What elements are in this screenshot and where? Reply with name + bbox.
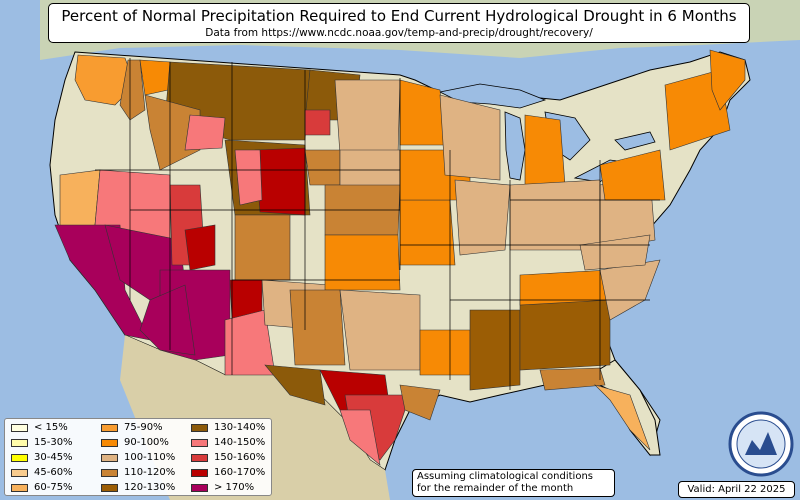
region-wyoming-ne (304, 109, 331, 136)
region-nebraska-w (304, 149, 341, 186)
legend-item: 60-75% (11, 482, 73, 493)
title-box: Percent of Normal Precipitation Required… (48, 3, 750, 43)
legend-swatch (191, 468, 208, 477)
region-minnesota (399, 79, 446, 146)
legend-item: 110-120% (101, 467, 175, 478)
region-wisconsin (439, 94, 501, 181)
legend-item: 75-90% (101, 422, 163, 433)
legend-item: 45-60% (11, 467, 73, 478)
legend-swatch (101, 453, 118, 462)
region-dakotas-e (334, 79, 401, 156)
legend-item: > 170% (191, 482, 254, 493)
legend-item: 140-150% (191, 437, 265, 448)
region-tx-pink (339, 409, 381, 466)
legend-item: 120-130% (101, 482, 175, 493)
legend-label: 90-100% (124, 437, 169, 448)
region-tx-gulf (399, 384, 441, 421)
region-utah (234, 149, 263, 206)
legend-label: < 15% (34, 422, 68, 433)
legend-label: 150-160% (214, 452, 266, 463)
state-lines (95, 58, 660, 390)
region-new-england (709, 49, 746, 111)
region-idaho-red (184, 114, 226, 151)
legend-label: 60-75% (34, 482, 73, 493)
legend-item: 130-140% (191, 422, 265, 433)
region-colorado-s (234, 214, 291, 281)
region-tx-brown (264, 364, 326, 406)
drought-regions (54, 49, 746, 466)
region-idaho-s (144, 94, 201, 171)
lab-logo (728, 411, 794, 477)
legend-label: 100-110% (124, 452, 176, 463)
region-utah-dark (184, 224, 216, 271)
legend-label: 45-60% (34, 467, 73, 478)
legend-swatch (11, 468, 28, 477)
legend-label: 30-45% (34, 452, 73, 463)
legend-swatch (11, 483, 28, 492)
legend-item: < 15% (11, 422, 68, 433)
region-pennsylvania (599, 149, 666, 201)
region-colorado (254, 147, 306, 216)
legend-swatch (191, 483, 208, 492)
region-ky-wv (579, 234, 651, 271)
assumption-note-line-1: Assuming climatological conditions (417, 471, 593, 482)
map-title: Percent of Normal Precipitation Required… (61, 7, 737, 25)
legend-label: 140-150% (214, 437, 266, 448)
region-tx-central (289, 289, 346, 366)
region-missouri (399, 199, 456, 266)
legend-swatch (11, 453, 28, 462)
legend-item: 160-170% (191, 467, 265, 478)
lake-michigan (504, 111, 526, 181)
legend-label: 15-30% (34, 437, 73, 448)
legend-label: > 170% (214, 482, 255, 493)
lake-ontario (614, 131, 656, 151)
legend-label: 120-130% (124, 482, 176, 493)
legend-swatch (11, 438, 28, 447)
region-florida (593, 384, 651, 451)
region-idaho-n (119, 59, 146, 121)
legend-swatch (101, 438, 118, 447)
region-florida-pan (539, 367, 606, 391)
legend-label: 130-140% (214, 422, 266, 433)
valid-date: Valid: April 22 2025 (678, 481, 795, 498)
region-pacific-nw (74, 54, 136, 106)
legend-item: 150-160% (191, 452, 265, 463)
region-arizona-s (139, 284, 196, 356)
legend: < 15% 15-30% 30-45% 45-60% 60-75% 75-90% 90-10… (4, 418, 272, 496)
legend-label: 160-170% (214, 467, 266, 478)
assumption-note-line-2: for the remainder of the month (417, 483, 574, 494)
region-oklahoma (324, 234, 401, 291)
legend-swatch (191, 438, 208, 447)
region-michigan (524, 114, 566, 191)
map-subtitle: Data from https://www.ncdc.noaa.gov/temp… (205, 27, 593, 39)
region-indiana-oh (509, 179, 601, 251)
legend-swatch (101, 468, 118, 477)
region-oregon (59, 169, 101, 231)
legend-label: 75-90% (124, 422, 163, 433)
region-mississippi (469, 309, 521, 391)
legend-item: 100-110% (101, 452, 175, 463)
assumption-note: Assuming climatological conditions for t… (412, 469, 615, 497)
region-alabama-ga (519, 299, 611, 371)
legend-swatch (101, 423, 118, 432)
legend-label: 110-120% (124, 467, 176, 478)
legend-swatch (191, 453, 208, 462)
legend-item: 90-100% (101, 437, 169, 448)
legend-swatch (191, 423, 208, 432)
region-montana-w (139, 59, 171, 96)
legend-swatch (11, 423, 28, 432)
legend-swatch (101, 483, 118, 492)
legend-item: 30-45% (11, 452, 73, 463)
legend-item: 15-30% (11, 437, 73, 448)
region-louisiana (419, 329, 471, 376)
region-tx-east (339, 289, 421, 371)
region-illinois (454, 179, 511, 256)
